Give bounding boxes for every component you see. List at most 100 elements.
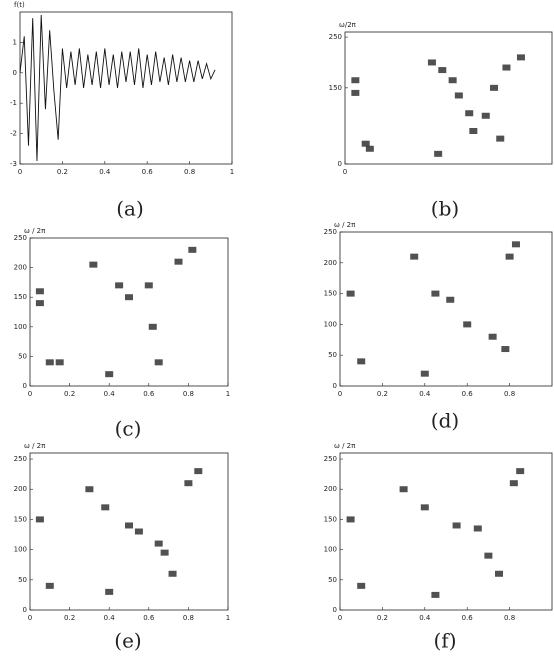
energy-blob <box>438 67 447 74</box>
y-tick-label: -3 <box>10 160 17 168</box>
energy-blob <box>509 480 518 487</box>
energy-blob <box>465 110 474 117</box>
energy-blob <box>473 525 482 532</box>
energy-blob <box>154 359 163 366</box>
y-tick-label: 250 <box>14 455 27 463</box>
y-axis-label: ω/2π <box>339 21 357 29</box>
y-tick-label: 1 <box>13 38 17 46</box>
energy-blob <box>45 359 54 366</box>
y-tick-label: 50 <box>328 576 337 584</box>
y-tick-label: 0 <box>333 606 337 614</box>
energy-blob <box>454 92 463 99</box>
energy-blob <box>420 370 429 377</box>
energy-blob <box>448 77 457 84</box>
y-axis-label: ω / 2π <box>24 227 46 235</box>
y-tick-label: 250 <box>324 455 337 463</box>
x-tick-label: 0.2 <box>377 390 388 398</box>
energy-blob <box>431 591 440 598</box>
y-tick-label: 150 <box>324 515 337 523</box>
y-tick-label: 250 <box>324 228 337 236</box>
y-tick-label: 100 <box>14 546 27 554</box>
energy-blob <box>174 258 183 265</box>
energy-blob <box>495 570 503 577</box>
caption: (b) <box>431 197 459 221</box>
energy-blob <box>481 112 490 119</box>
x-tick-label: 0.8 <box>504 614 515 622</box>
y-tick-label: -1 <box>10 99 17 107</box>
y-tick-label: 50 <box>18 576 27 584</box>
y-tick-label: -2 <box>10 130 17 138</box>
energy-blob <box>516 54 525 61</box>
energy-blob <box>351 77 360 84</box>
y-tick-label: 150 <box>324 290 337 298</box>
x-tick-label: 0.8 <box>183 390 194 398</box>
energy-blob <box>434 150 443 157</box>
energy-blob <box>410 253 419 260</box>
y-axis-label: ω / 2π <box>334 221 356 229</box>
y-tick-label: 200 <box>14 485 27 493</box>
x-tick-label: 0.4 <box>419 390 431 398</box>
y-axis-label: ω / 2π <box>334 442 356 450</box>
y-tick-label: 200 <box>324 485 337 493</box>
energy-blob <box>516 468 525 475</box>
y-tick-label: 100 <box>14 323 27 331</box>
y-tick-label: 0 <box>338 160 342 168</box>
axes-box <box>29 452 229 611</box>
axes-box <box>344 31 553 165</box>
x-tick-label: 0.4 <box>104 614 116 622</box>
y-tick-label: 0 <box>333 382 337 390</box>
y-tick-label: 100 <box>324 320 337 328</box>
energy-blob <box>427 59 436 66</box>
y-tick-label: 150 <box>14 515 27 523</box>
y-tick-label: 250 <box>14 234 27 242</box>
energy-blob <box>105 588 114 595</box>
caption: (c) <box>115 417 142 441</box>
energy-blob <box>496 135 505 142</box>
x-tick-label: 0 <box>338 614 342 622</box>
energy-blob <box>148 323 157 330</box>
x-tick-label: 0 <box>28 390 32 398</box>
x-tick-label: 0.6 <box>143 614 155 622</box>
x-tick-label: 0.6 <box>462 390 474 398</box>
x-tick-label: 1 <box>226 390 230 398</box>
y-axis-label: ω / 2π <box>24 442 46 450</box>
energy-blob <box>505 253 514 260</box>
caption: (f) <box>433 629 456 653</box>
energy-blob <box>488 333 497 340</box>
energy-blob <box>194 468 203 475</box>
energy-blob <box>89 261 98 268</box>
energy-blob <box>45 582 54 589</box>
y-tick-label: 200 <box>14 264 27 272</box>
caption: (a) <box>116 197 144 221</box>
axes-box <box>19 11 233 165</box>
x-tick-label: 0.2 <box>64 614 75 622</box>
energy-blob <box>346 516 355 523</box>
energy-blob <box>365 145 374 152</box>
energy-blob <box>469 128 478 134</box>
axes-box <box>339 452 553 611</box>
y-tick-label: 250 <box>329 33 342 41</box>
x-tick-label: 1 <box>226 614 230 622</box>
x-tick-label: 0.8 <box>504 390 515 398</box>
energy-blob <box>85 486 94 493</box>
y-tick-label: 50 <box>18 352 27 360</box>
signal-line <box>19 15 216 161</box>
caption: (d) <box>431 409 459 433</box>
x-tick-label: 0.8 <box>183 614 194 622</box>
energy-blob <box>490 84 499 91</box>
x-tick-label: 0.6 <box>143 390 155 398</box>
x-tick-label: 0 <box>18 168 22 176</box>
x-tick-label: 0.2 <box>377 614 388 622</box>
x-tick-label: 0.4 <box>104 390 116 398</box>
y-tick-label: 200 <box>324 259 337 267</box>
y-tick-label: 0 <box>23 382 27 390</box>
energy-blob <box>125 522 133 529</box>
axes-box <box>339 231 553 387</box>
energy-blob <box>160 549 169 556</box>
axes-box <box>29 237 229 387</box>
x-tick-label: 0.6 <box>142 168 154 176</box>
energy-blob <box>463 321 472 328</box>
caption: (e) <box>114 629 141 653</box>
energy-blob <box>501 346 510 353</box>
